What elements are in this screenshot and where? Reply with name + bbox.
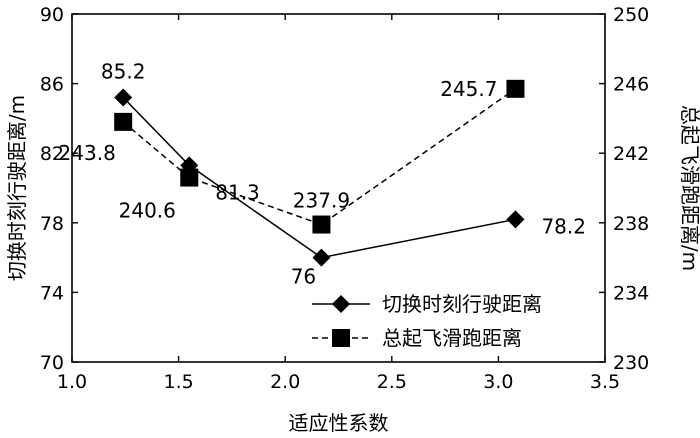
series-2-point [312, 215, 331, 234]
data-label: 81.3 [215, 180, 260, 204]
data-label: 245.7 [440, 77, 497, 101]
legend-marker-2 [332, 329, 350, 347]
plot-frame [71, 13, 606, 363]
series-1-point [114, 88, 133, 107]
data-label: 237.9 [293, 189, 350, 213]
x-tick-label: 3.0 [483, 371, 513, 393]
series-2-point [506, 79, 525, 98]
series-layer [114, 79, 525, 267]
series-2-point [180, 168, 199, 187]
series-1-point [506, 210, 525, 229]
data-label: 76 [291, 265, 316, 289]
y-left-tick-label: 90 [40, 4, 64, 26]
y-right-tick-label: 238 [613, 213, 649, 235]
y-right-tick-label: 234 [613, 282, 649, 304]
series-line-2 [122, 88, 516, 226]
data-label: 85.2 [101, 60, 146, 84]
x-tick-label: 1.0 [57, 371, 87, 393]
y-right-tick-label: 250 [613, 4, 649, 26]
data-labels: 85.2 81.3 76 78.2 243.8 240.6 237.9 245.7 [59, 60, 586, 289]
legend-label-2: 总起飞滑跑距离 [382, 326, 522, 350]
axes: 1.0 1.5 2.0 2.5 3.0 3.5 70 74 78 82 86 90 230 234 238 2… [5, 4, 700, 435]
x-tick-label: 3.5 [590, 371, 620, 393]
x-tick-label: 1.5 [163, 371, 193, 393]
y-left-axis-title: 切换时刻行驶距离/m [5, 95, 29, 281]
y-right-tick-label: 242 [613, 143, 649, 165]
series-line-1 [122, 96, 516, 259]
y-left-tick-label: 82 [40, 143, 64, 165]
x-tick-label: 2.0 [270, 371, 300, 393]
data-label: 78.2 [541, 214, 586, 238]
y-left-tick-label: 74 [40, 282, 64, 304]
y-right-tick-label: 246 [613, 74, 649, 96]
y-right-axis-title: 总起飞滑跑距离/m [678, 105, 700, 271]
y-left-tick-label: 70 [40, 352, 64, 374]
y-right-tick-label: 230 [613, 352, 649, 374]
y-left-tick-label: 86 [40, 74, 64, 96]
series-2-point [114, 112, 133, 131]
y-left-tick-label: 78 [40, 213, 64, 235]
data-label: 243.8 [59, 141, 116, 165]
x-tick-label: 2.5 [377, 371, 407, 393]
x-axis-title: 适应性系数 [289, 411, 389, 435]
legend-label-1: 切换时刻行驶距离 [382, 292, 542, 316]
data-label: 240.6 [119, 199, 176, 223]
series-1-point [312, 248, 331, 267]
legend-marker-1 [332, 295, 350, 313]
